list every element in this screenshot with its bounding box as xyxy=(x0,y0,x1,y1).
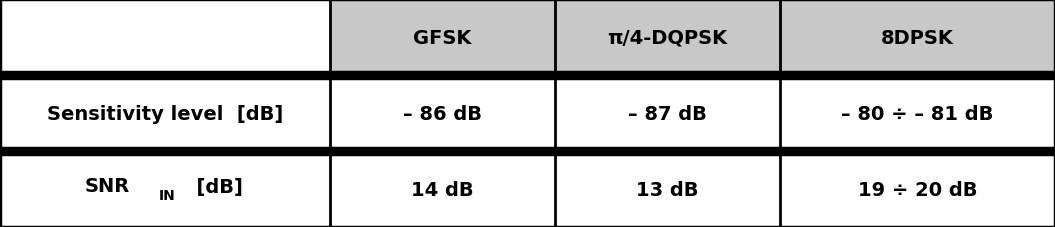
Text: π/4-DQPSK: π/4-DQPSK xyxy=(608,28,728,47)
Bar xyxy=(330,0,555,76)
Text: 14 dB: 14 dB xyxy=(411,180,474,199)
Bar xyxy=(780,0,1055,76)
Bar xyxy=(0,76,330,151)
Text: IN: IN xyxy=(159,188,176,202)
Bar xyxy=(330,76,555,151)
Text: – 80 ÷ – 81 dB: – 80 ÷ – 81 dB xyxy=(841,104,994,123)
Text: – 86 dB: – 86 dB xyxy=(403,104,482,123)
Bar xyxy=(555,151,780,227)
Bar xyxy=(780,151,1055,227)
Text: Sensitivity level  [dB]: Sensitivity level [dB] xyxy=(46,104,283,123)
Bar xyxy=(0,0,330,76)
Text: [dB]: [dB] xyxy=(183,177,243,196)
Text: 19 ÷ 20 dB: 19 ÷ 20 dB xyxy=(858,180,977,199)
Text: GFSK: GFSK xyxy=(414,28,472,47)
Bar xyxy=(555,76,780,151)
Bar xyxy=(330,151,555,227)
Text: SNR: SNR xyxy=(84,177,130,196)
Bar xyxy=(0,151,330,227)
Text: 8DPSK: 8DPSK xyxy=(881,28,954,47)
Text: 13 dB: 13 dB xyxy=(636,180,698,199)
Bar xyxy=(555,0,780,76)
Text: – 87 dB: – 87 dB xyxy=(628,104,707,123)
Bar xyxy=(780,76,1055,151)
